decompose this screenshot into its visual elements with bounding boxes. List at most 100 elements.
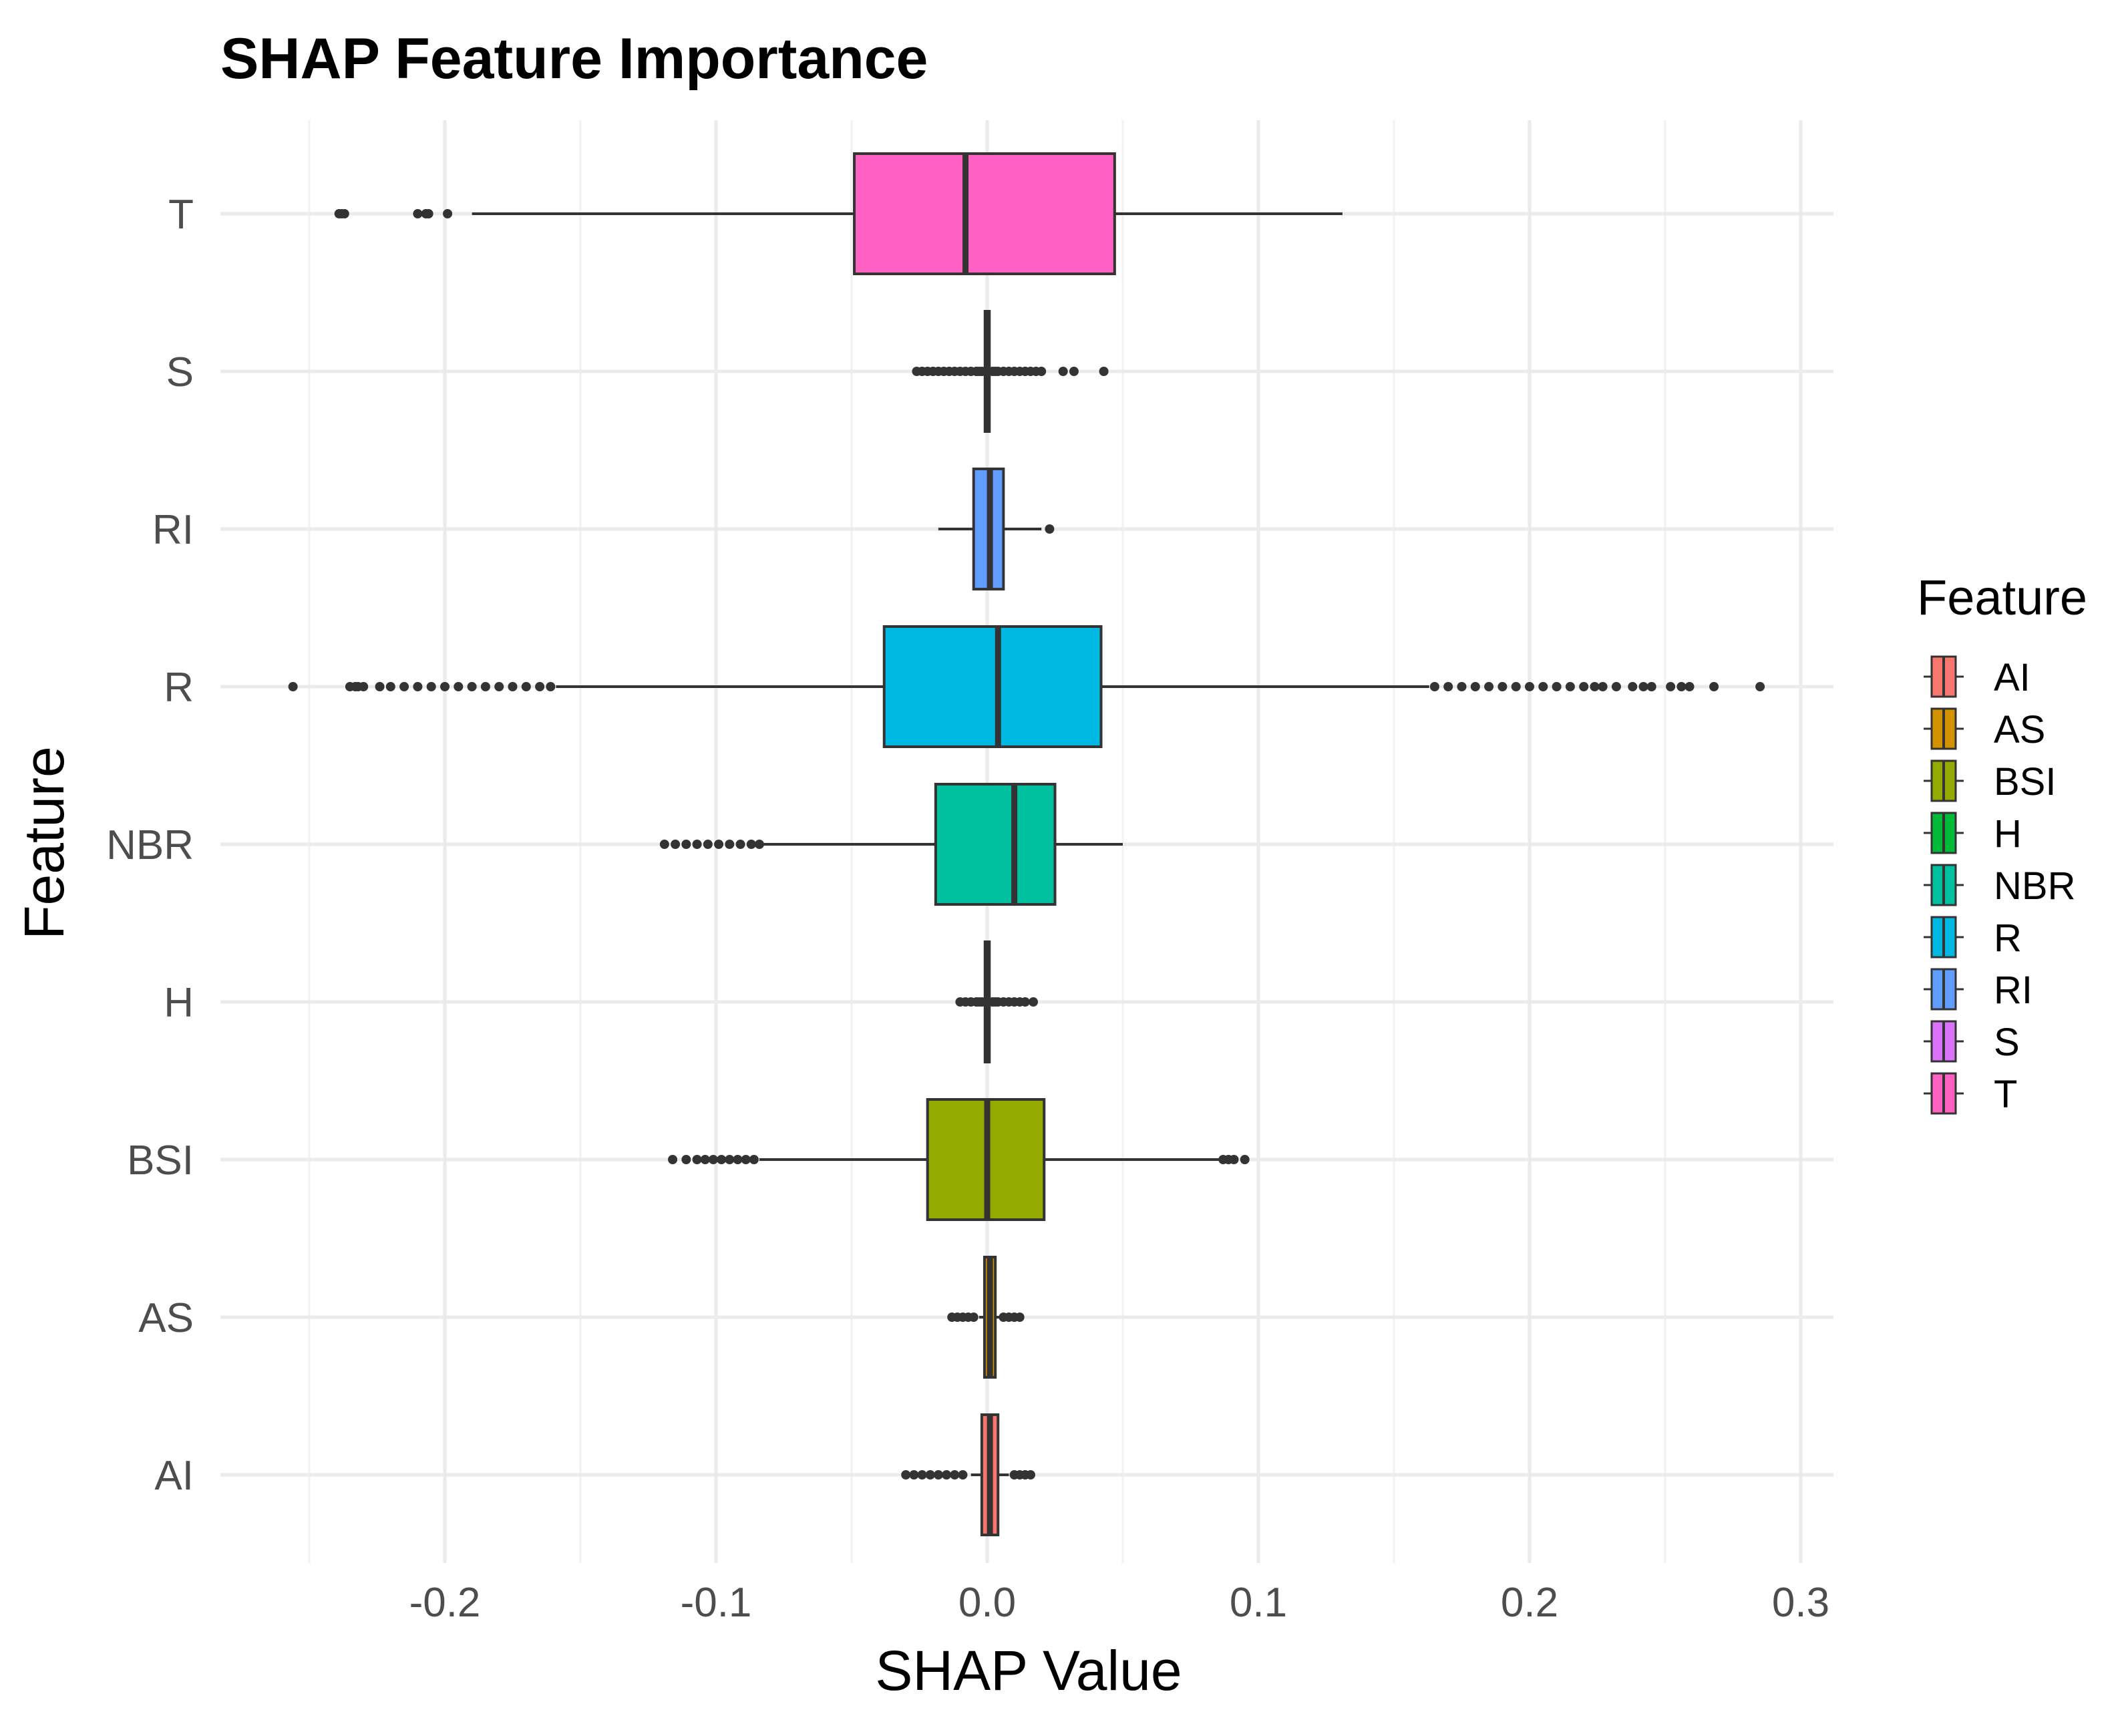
box-t <box>334 152 1343 275</box>
outlier-point <box>467 682 477 691</box>
outlier-point <box>1240 1155 1250 1164</box>
outlier-point <box>681 1155 691 1164</box>
y-tick-label: H <box>164 980 194 1026</box>
legend-item: NBR <box>1924 864 2075 908</box>
outlier-point <box>909 1470 919 1480</box>
box-r <box>288 625 1765 748</box>
legend-label: S <box>1994 1021 2020 1064</box>
legend-label: H <box>1994 812 2022 856</box>
outlier-point <box>1497 682 1508 691</box>
outlier-point <box>933 1470 943 1480</box>
outlier-point <box>977 367 987 376</box>
outlier-point <box>708 1155 718 1164</box>
x-axis-title: SHAP Value <box>875 1639 1182 1702</box>
x-axis-ticks: -0.2 -0.1 0.0 0.1 0.2 0.3 <box>409 1580 1830 1626</box>
outlier-point <box>692 840 702 849</box>
x-tick-label: -0.1 <box>681 1580 752 1626</box>
y-tick-label: BSI <box>127 1138 194 1184</box>
outlier-point <box>1058 367 1068 376</box>
outlier-point <box>925 1470 935 1480</box>
outlier-point <box>508 682 518 691</box>
outlier-point <box>413 682 423 691</box>
legend-title: Feature <box>1917 570 2087 625</box>
x-tick-label: 0.0 <box>958 1580 1016 1626</box>
outlier-point <box>1628 682 1638 691</box>
outlier-point <box>733 1155 743 1164</box>
boxplot-series <box>288 152 1765 1536</box>
box-ri <box>938 468 1055 590</box>
y-tick-label: AI <box>154 1453 194 1499</box>
outlier-point <box>668 1155 678 1164</box>
outlier-point <box>1099 367 1109 376</box>
outlier-point <box>1069 367 1079 376</box>
outlier-point <box>692 1155 702 1164</box>
outlier-point <box>1552 682 1562 691</box>
y-tick-label: AS <box>138 1295 194 1341</box>
box-as <box>947 1256 1025 1379</box>
outlier-point <box>1029 997 1039 1007</box>
legend-label: R <box>1994 916 2022 960</box>
outlier-point <box>958 1470 968 1480</box>
outlier-point <box>1045 524 1055 534</box>
legend-item: R <box>1924 916 2022 960</box>
outlier-point <box>413 209 423 218</box>
legend-label: BSI <box>1994 760 2057 804</box>
legend-item: AI <box>1924 655 2030 699</box>
outlier-point <box>1511 682 1521 691</box>
outlier-point <box>454 682 464 691</box>
y-axis-title: Feature <box>13 746 75 940</box>
outlier-point <box>1709 682 1719 691</box>
outlier-point <box>968 1313 979 1322</box>
box-iqr <box>853 152 1116 275</box>
outlier-point <box>714 840 724 849</box>
outlier-point <box>1429 682 1439 691</box>
y-axis-ticks: T S RI R NBR H BSI AS AI <box>106 192 194 1499</box>
outlier-point <box>942 1470 952 1480</box>
outlier-point <box>546 682 556 691</box>
y-tick-label: T <box>168 192 194 238</box>
outlier-point <box>399 682 409 691</box>
outlier-point <box>1025 1470 1035 1480</box>
outlier-point <box>1565 682 1575 691</box>
outlier-point <box>735 840 745 849</box>
outlier-point <box>423 209 433 218</box>
outlier-point <box>521 682 531 691</box>
outlier-point <box>339 209 349 218</box>
outlier-point <box>1646 682 1656 691</box>
outlier-point <box>746 840 756 849</box>
outlier-point <box>443 209 453 218</box>
box-s <box>912 310 1109 433</box>
outlier-point <box>359 682 369 691</box>
x-tick-label: 0.1 <box>1230 1580 1287 1626</box>
legend-item: AS <box>1924 707 2045 751</box>
outlier-point <box>1015 1313 1025 1322</box>
outlier-point <box>703 840 713 849</box>
outlier-point <box>1443 682 1453 691</box>
outlier-point <box>725 840 735 849</box>
box-ai <box>901 1413 1035 1536</box>
legend-label: T <box>1994 1073 2017 1116</box>
outlier-point <box>385 682 395 691</box>
outlier-point <box>671 840 681 849</box>
outlier-point <box>1638 682 1648 691</box>
y-tick-label: S <box>166 349 194 395</box>
outlier-point <box>1037 367 1047 376</box>
legend-label: NBR <box>1994 864 2075 908</box>
outlier-point <box>717 1155 727 1164</box>
outlier-point <box>1590 682 1600 691</box>
outlier-point <box>917 1470 927 1480</box>
outlier-point <box>749 1155 759 1164</box>
legend-label: AS <box>1994 708 2045 751</box>
box-iqr <box>934 783 1057 906</box>
outlier-point <box>700 1155 710 1164</box>
legend-item: BSI <box>1924 759 2057 804</box>
outlier-point <box>1666 682 1676 691</box>
outlier-point <box>1525 682 1534 691</box>
outlier-point <box>1755 682 1765 691</box>
outlier-point <box>681 840 691 849</box>
outlier-point <box>1484 682 1494 691</box>
box-bsi <box>668 1098 1250 1221</box>
outlier-point <box>1470 682 1480 691</box>
